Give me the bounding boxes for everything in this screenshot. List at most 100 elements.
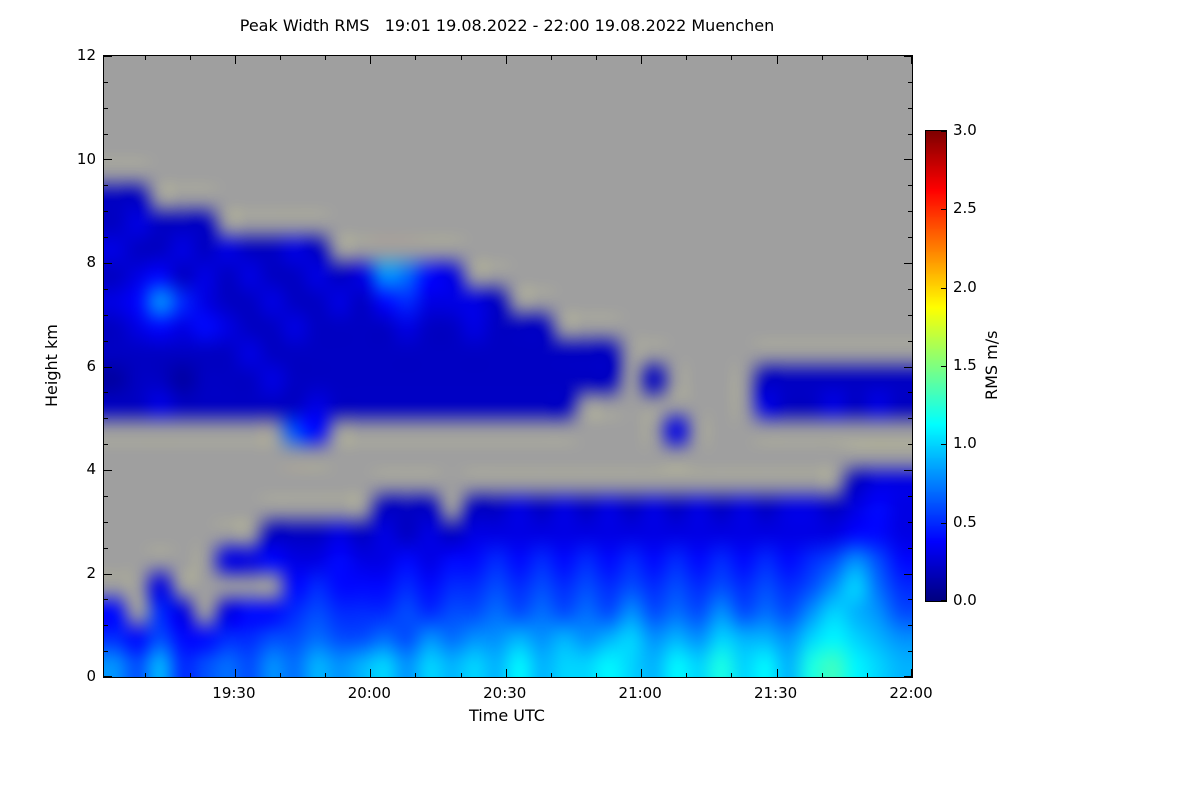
y-major-tick (104, 263, 112, 264)
y-major-tick (104, 676, 112, 677)
x-minor-tick (596, 56, 597, 60)
y-minor-tick (104, 625, 108, 626)
x-minor-tick (867, 56, 868, 60)
y-minor-tick (104, 82, 108, 83)
colorbar-tick-label: 1.5 (953, 356, 977, 374)
x-minor-tick (461, 56, 462, 60)
x-minor-tick (145, 56, 146, 60)
y-minor-tick (104, 599, 108, 600)
x-minor-tick (461, 673, 462, 677)
y-minor-tick (908, 289, 912, 290)
y-minor-tick (908, 496, 912, 497)
y-minor-tick (908, 625, 912, 626)
x-minor-tick (145, 673, 146, 677)
x-major-tick (911, 669, 912, 677)
y-minor-tick (104, 392, 108, 393)
x-minor-tick (325, 56, 326, 60)
y-minor-tick (104, 211, 108, 212)
x-major-tick (777, 669, 778, 677)
y-minor-tick (908, 82, 912, 83)
y-minor-tick (908, 651, 912, 652)
y-minor-tick (908, 392, 912, 393)
y-minor-tick (908, 341, 912, 342)
plot-area (103, 55, 913, 678)
y-tick-label: 0 (86, 667, 96, 685)
y-minor-tick (104, 185, 108, 186)
x-minor-tick (596, 673, 597, 677)
y-minor-tick (908, 185, 912, 186)
y-minor-tick (908, 108, 912, 109)
x-minor-tick (731, 56, 732, 60)
y-major-tick (104, 470, 112, 471)
x-major-tick (235, 56, 236, 64)
heatmap-canvas (104, 56, 912, 677)
x-minor-tick (731, 673, 732, 677)
x-minor-tick (867, 673, 868, 677)
x-major-tick (641, 56, 642, 64)
x-tick-label: 20:00 (347, 684, 391, 702)
x-tick-label: 19:30 (212, 684, 256, 702)
colorbar-tick (941, 131, 946, 132)
colorbar-tick-label: 1.0 (953, 434, 977, 453)
y-minor-tick (908, 211, 912, 212)
x-minor-tick (551, 673, 552, 677)
x-tick-label: 22:00 (889, 684, 933, 702)
colorbar-tick (941, 366, 946, 367)
colorbar-tick (941, 600, 946, 601)
y-minor-tick (908, 522, 912, 523)
x-minor-tick (280, 56, 281, 60)
colorbar-tick-label: 2.5 (953, 199, 977, 218)
colorbar-tick (941, 444, 946, 445)
x-major-tick (641, 669, 642, 677)
y-major-tick (904, 56, 912, 57)
x-major-tick (911, 56, 912, 64)
y-tick-label: 12 (76, 46, 96, 64)
x-minor-tick (822, 673, 823, 677)
colorbar-tick (941, 523, 946, 524)
x-tick-label: 21:00 (618, 684, 662, 702)
y-minor-tick (908, 548, 912, 549)
y-minor-tick (104, 444, 108, 445)
y-tick-label: 2 (86, 563, 96, 582)
y-major-tick (904, 676, 912, 677)
x-tick-label: 21:30 (753, 684, 798, 702)
x-major-tick (777, 56, 778, 64)
x-minor-tick (325, 673, 326, 677)
y-minor-tick (908, 315, 912, 316)
x-minor-tick (686, 56, 687, 60)
colorbar (925, 130, 947, 602)
x-minor-tick (190, 673, 191, 677)
y-minor-tick (104, 237, 108, 238)
x-minor-tick (415, 673, 416, 677)
x-minor-tick (686, 673, 687, 677)
y-major-tick (904, 263, 912, 264)
chart-title: Peak Width RMS 19:01 19.08.2022 - 22:00 … (239, 16, 775, 35)
colorbar-label: RMS m/s (982, 330, 1001, 400)
colorbar-canvas (926, 131, 946, 601)
y-minor-tick (104, 548, 108, 549)
x-major-tick (235, 669, 236, 677)
y-minor-tick (104, 289, 108, 290)
x-minor-tick (822, 56, 823, 60)
y-minor-tick (104, 108, 108, 109)
x-minor-tick (415, 56, 416, 60)
y-minor-tick (908, 599, 912, 600)
y-minor-tick (908, 418, 912, 419)
x-major-tick (370, 669, 371, 677)
x-minor-tick (190, 56, 191, 60)
colorbar-tick (941, 288, 946, 289)
x-major-tick (506, 56, 507, 64)
y-minor-tick (908, 444, 912, 445)
y-major-tick (904, 159, 912, 160)
x-major-tick (370, 56, 371, 64)
y-minor-tick (104, 134, 108, 135)
x-axis-label: Time UTC (469, 706, 545, 725)
y-major-tick (104, 56, 112, 57)
colorbar-tick-label: 3.0 (953, 121, 977, 139)
y-minor-tick (104, 341, 108, 342)
x-minor-tick (280, 673, 281, 677)
y-tick-label: 10 (76, 149, 96, 168)
y-major-tick (904, 470, 912, 471)
y-minor-tick (104, 496, 108, 497)
